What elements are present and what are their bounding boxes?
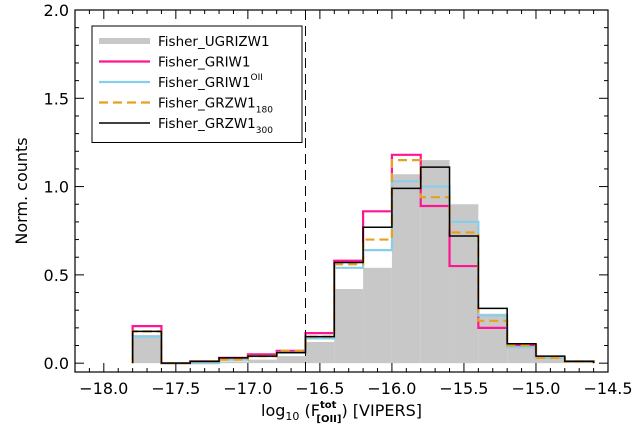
bar-series-0-bin-7 bbox=[334, 289, 364, 364]
legend: Fisher_UGRIZW1Fisher_GRIW1Fisher_GRIW1OI… bbox=[91, 25, 303, 143]
y-axis-label: Norm. counts bbox=[12, 137, 31, 244]
legend-label-main: Fisher_GRIW1 bbox=[158, 75, 251, 91]
y-tick-label: 2.0 bbox=[44, 1, 69, 20]
legend-label-main: Fisher_GRZW1 bbox=[158, 96, 256, 112]
bar-series-0-bin-13 bbox=[507, 347, 536, 364]
y-tick-label: 1.0 bbox=[44, 178, 69, 197]
legend-label-1: Fisher_GRIW1 bbox=[158, 55, 251, 71]
filled-histogram-layer bbox=[132, 160, 594, 364]
bar-series-0-bin-10 bbox=[420, 160, 450, 364]
x-axis-label-sup: tot bbox=[320, 400, 337, 411]
bar-series-0-bin-4 bbox=[247, 359, 277, 364]
legend-label-sup: OII bbox=[251, 73, 263, 83]
histogram-line-series-4 bbox=[131, 166, 595, 364]
bar-series-0-bin-14 bbox=[535, 357, 565, 364]
y-tick-label: 0.5 bbox=[44, 266, 69, 285]
legend-label-sub: 300 bbox=[256, 126, 273, 136]
x-tick-label: −15.5 bbox=[439, 379, 488, 398]
legend-label-0: Fisher_UGRIZW1 bbox=[158, 34, 270, 50]
bar-series-0-bin-0 bbox=[132, 334, 162, 364]
x-tick-label: −17.0 bbox=[223, 379, 272, 398]
x-axis-label-log: log bbox=[261, 401, 285, 420]
x-tick-label: −17.5 bbox=[151, 379, 200, 398]
histogram-line-series-3 bbox=[131, 158, 595, 365]
x-tick-label: −18.0 bbox=[79, 379, 128, 398]
legend-label-main: Fisher_GRZW1 bbox=[158, 116, 256, 132]
legend-label-2: Fisher_GRIW1OII bbox=[158, 73, 263, 91]
legend-label-4: Fisher_GRZW1300 bbox=[158, 116, 273, 136]
legend-label-main: Fisher_UGRIZW1 bbox=[158, 34, 270, 50]
y-tick-label: 1.5 bbox=[44, 89, 69, 108]
legend-label-main: Fisher_GRIW1 bbox=[158, 55, 251, 71]
x-axis-label: log10 (Ftot [OII]) [VIPERS] bbox=[261, 400, 422, 425]
bar-series-0-bin-6 bbox=[305, 341, 335, 364]
bar-series-0-bin-12 bbox=[478, 313, 508, 364]
x-axis-label-open: (F bbox=[299, 401, 320, 420]
bar-series-0-bin-3 bbox=[219, 361, 248, 364]
axis-ticks: −18.0 −17.5 −17.0 −16.5 −16.0 −15.5 −15.0 −14.5… bbox=[44, 1, 633, 398]
bar-series-0-bin-8 bbox=[363, 267, 392, 364]
bar-series-0-bin-5 bbox=[276, 356, 306, 364]
legend-label-sub: 180 bbox=[256, 106, 273, 116]
x-axis-label-base: 10 bbox=[285, 410, 299, 423]
x-tick-label: −14.5 bbox=[583, 379, 632, 398]
histogram-lines-layer bbox=[131, 153, 595, 365]
x-tick-label: −16.0 bbox=[367, 379, 416, 398]
x-tick-label: −15.0 bbox=[511, 379, 560, 398]
bar-series-0-bin-11 bbox=[449, 204, 479, 364]
plot-frame bbox=[74, 9, 609, 373]
x-tick-label: −16.5 bbox=[295, 379, 344, 398]
legend-label-3: Fisher_GRZW1180 bbox=[158, 96, 273, 116]
bar-series-0-bin-9 bbox=[391, 174, 421, 364]
x-axis-label-close: ) [VIPERS] bbox=[341, 401, 422, 420]
y-tick-label: 0.0 bbox=[44, 354, 69, 373]
x-axis-label-sub: [OII] bbox=[316, 414, 341, 425]
